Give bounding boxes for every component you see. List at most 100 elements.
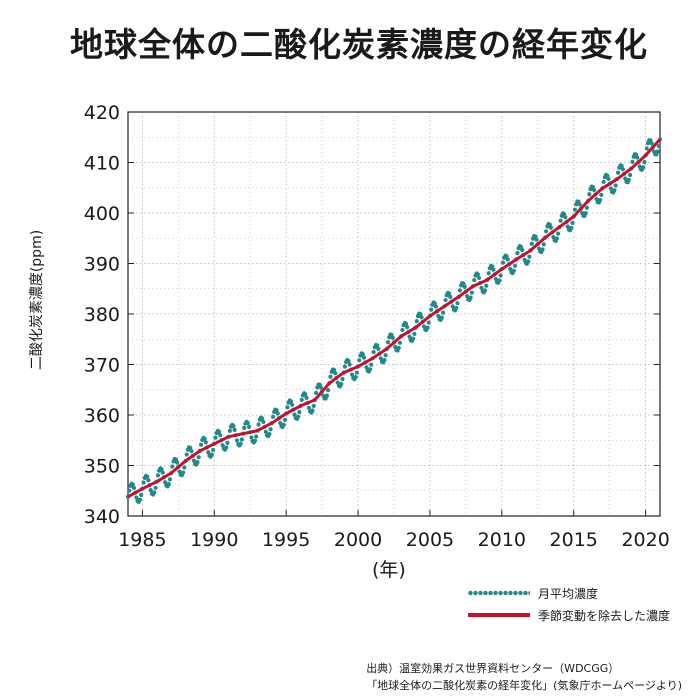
monthly-point (527, 254, 532, 259)
monthly-point (403, 321, 409, 326)
monthly-point (361, 355, 367, 360)
y-tick-label: 410 (84, 153, 120, 175)
monthly-point (310, 408, 315, 413)
monthly-point (254, 434, 259, 439)
monthly-point (364, 365, 369, 370)
monthly-point (227, 428, 232, 434)
monthly-point (288, 399, 294, 404)
monthly-point (210, 447, 216, 453)
monthly-point (360, 352, 365, 357)
monthly-point (497, 278, 502, 283)
monthly-point (534, 237, 539, 242)
monthly-point (433, 304, 439, 309)
data-layer (125, 137, 663, 504)
x-tick-label: 2000 (334, 529, 382, 551)
monthly-point (526, 259, 531, 264)
monthly-point (540, 247, 545, 252)
x-tick-label: 2005 (406, 529, 454, 551)
monthly-point (281, 422, 286, 427)
monthly-point (623, 176, 628, 181)
monthly-point (441, 310, 446, 315)
monthly-point (249, 435, 254, 440)
source-line-2: 「地球全体の二酸化炭素の経年変化」(気象庁ホームページより) (366, 679, 682, 692)
monthly-point (448, 294, 453, 299)
monthly-point (587, 192, 592, 197)
monthly-point (635, 155, 640, 160)
monthly-point (263, 429, 268, 434)
monthly-point (397, 340, 403, 345)
monthly-point (335, 380, 340, 385)
monthly-point (505, 257, 510, 262)
monthly-point (583, 211, 588, 216)
monthly-point (472, 278, 477, 283)
monthly-point (170, 464, 175, 469)
monthly-point (184, 452, 189, 457)
monthly-point (382, 357, 387, 363)
monthly-point (447, 291, 452, 296)
monthly-point (342, 364, 347, 369)
monthly-point (432, 301, 437, 306)
monthly-point (318, 385, 324, 390)
monthly-point (498, 273, 503, 278)
monthly-point (202, 436, 207, 441)
monthly-point (454, 305, 459, 311)
monthly-point (450, 304, 455, 309)
monthly-point (469, 290, 474, 295)
monthly-point (597, 197, 603, 203)
y-axis-label: 二酸化炭素濃度(ppm) (29, 229, 45, 371)
monthly-point (626, 177, 631, 183)
monthly-point (520, 248, 525, 253)
monthly-point (206, 450, 211, 455)
monthly-point (572, 207, 578, 212)
x-tick-label: 1990 (190, 529, 238, 551)
monthly-point (529, 241, 534, 246)
x-tick-label: 1985 (118, 529, 166, 551)
monthly-point (131, 485, 137, 490)
monthly-point (547, 222, 552, 227)
monthly-point (462, 284, 467, 289)
y-tick-label: 360 (84, 405, 120, 427)
monthly-point (482, 288, 488, 293)
monthly-point (493, 276, 498, 282)
monthly-point (152, 490, 157, 495)
monthly-point (655, 149, 660, 154)
monthly-point (153, 485, 158, 490)
monthly-point (541, 242, 546, 247)
monthly-point (484, 283, 489, 288)
monthly-point (443, 297, 448, 303)
monthly-point (175, 460, 180, 465)
monthly-point (130, 482, 135, 487)
monthly-point (554, 236, 560, 241)
monthly-point (426, 320, 431, 325)
monthly-point (425, 325, 430, 330)
monthly-point (476, 275, 482, 281)
monthly-point (479, 285, 484, 291)
monthly-point (224, 445, 229, 450)
monthly-point (464, 294, 470, 299)
monthly-point (278, 420, 283, 426)
y-tick-label: 350 (84, 456, 120, 478)
monthly-point (270, 414, 276, 419)
monthly-point (606, 176, 611, 182)
monthly-point (500, 260, 506, 265)
monthly-point (375, 343, 380, 348)
monthly-point (274, 408, 279, 413)
legend-label-deseasonalized: 季節変動を除去した濃度 (538, 608, 671, 623)
monthly-point (396, 345, 401, 351)
x-tick-label: 2020 (621, 529, 669, 551)
monthly-point (570, 220, 575, 226)
monthly-point (371, 349, 376, 355)
monthly-point (261, 419, 266, 425)
monthly-point (275, 411, 280, 416)
monthly-point (349, 372, 355, 377)
legend: 月平均濃度 季節変動を除去した濃度 (468, 582, 670, 626)
x-tick-label: 2015 (550, 529, 598, 551)
monthly-point (353, 375, 358, 380)
monthly-point (340, 376, 345, 382)
monthly-point (354, 370, 359, 375)
monthly-point (311, 403, 316, 409)
monthly-point (245, 420, 250, 426)
monthly-point (419, 315, 424, 320)
monthly-point (268, 427, 273, 432)
monthly-point (511, 268, 516, 273)
